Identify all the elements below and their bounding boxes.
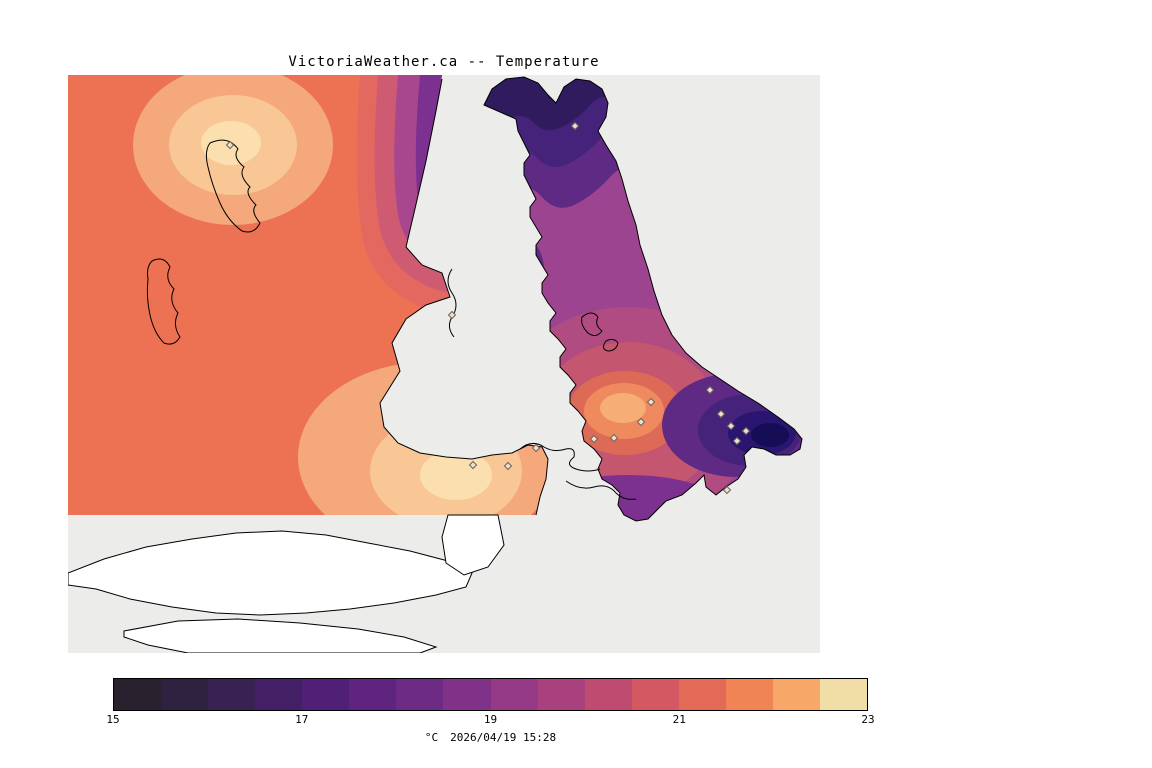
station-marker: [447, 310, 457, 320]
colorbar-segment: [443, 679, 491, 710]
station-marker: [722, 485, 732, 495]
south-headland: [441, 514, 505, 576]
colorbar-unit: °C: [424, 731, 439, 744]
colorbar-segment: [725, 679, 773, 710]
station-marker: [636, 417, 646, 427]
colorbar-ticks: 15 17 19 21 23: [106, 713, 874, 728]
station-marker: [570, 121, 580, 131]
colorbar-gradient: [113, 678, 868, 711]
station-marker: [716, 409, 726, 419]
colorbar-segment: [490, 679, 538, 710]
colorbar-tick-label: 17: [295, 713, 309, 726]
station-marker: [741, 426, 751, 436]
colorbar-segment: [631, 679, 679, 710]
shore-outline: [379, 78, 549, 516]
station-marker: [225, 140, 235, 150]
map-svg: [68, 75, 820, 653]
colorbar-segment: [114, 679, 162, 710]
colorbar: 15 17 19 21 23 °C 2026/04/19 15:28: [106, 678, 875, 744]
peninsula-lakes: [581, 312, 619, 352]
colorbar-segment: [208, 679, 256, 710]
south-land: [68, 514, 505, 653]
lake-outline: [581, 312, 603, 337]
south-shore: [123, 618, 438, 653]
harbour-coastlines: [447, 268, 637, 500]
colorbar-tick-label: 15: [106, 713, 120, 726]
south-peninsula: [68, 530, 473, 616]
station-marker: [589, 434, 599, 444]
station-marker: [609, 433, 619, 443]
page-title: VictoriaWeather.ca -- Temperature: [288, 54, 600, 70]
colorbar-tick-label: 21: [672, 713, 686, 726]
colorbar-segment: [584, 679, 632, 710]
colorbar-segment: [255, 679, 303, 710]
temperature-map: [68, 75, 820, 653]
station-marker: [705, 385, 715, 395]
colorbar-segment: [161, 679, 209, 710]
station-markers: [225, 121, 751, 495]
colorbar-caption: °C 2026/04/19 15:28: [113, 731, 868, 744]
station-marker: [726, 421, 736, 431]
colorbar-segment: [349, 679, 397, 710]
colorbar-segment: [772, 679, 820, 710]
island-outline: [146, 258, 181, 345]
station-marker: [468, 460, 478, 470]
colorbar-tick-label: 19: [483, 713, 498, 726]
colorbar-tick-label: 23: [861, 713, 875, 726]
colorbar-segment: [302, 679, 350, 710]
island-outline: [205, 139, 261, 233]
station-marker: [732, 436, 742, 446]
colorbar-segment: [396, 679, 444, 710]
lake-outline: [602, 338, 619, 352]
colorbar-segment: [819, 679, 867, 710]
station-marker: [646, 397, 656, 407]
colorbar-segment: [537, 679, 585, 710]
west-coastlines: [146, 78, 549, 516]
colorbar-segment: [678, 679, 726, 710]
station-marker: [531, 443, 541, 453]
colorbar-timestamp: 2026/04/19 15:28: [450, 731, 557, 744]
station-marker: [503, 461, 513, 471]
